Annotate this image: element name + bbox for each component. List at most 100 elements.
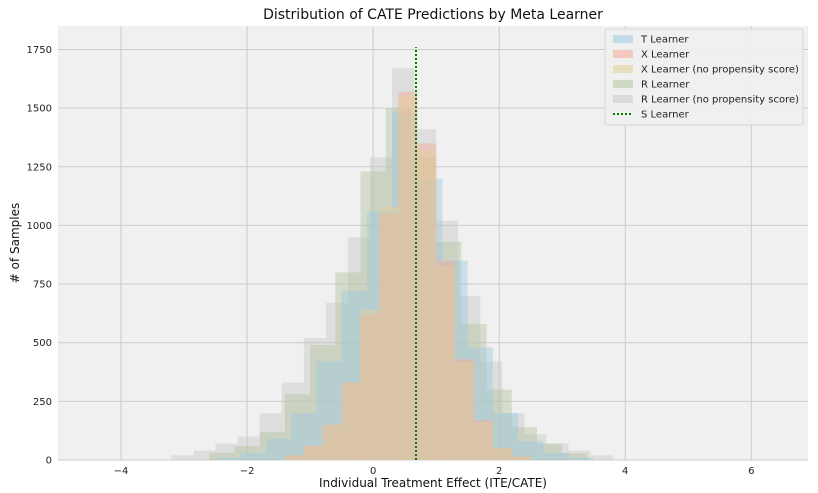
legend-label-s-learner: S Learner (641, 110, 690, 121)
r-learner-no-propensity-score-bar (193, 450, 216, 460)
t-learner-bar (518, 441, 544, 460)
r-learner-bar (385, 108, 411, 461)
x-tick-label: 0 (370, 466, 376, 477)
r-learner-no-propensity-score-bar (414, 129, 437, 460)
x-learner-no-propensity-score-bar (436, 265, 456, 460)
y-tick-label: 0 (46, 456, 52, 467)
r-learner-bar (259, 431, 285, 460)
t-learner-bar (240, 452, 266, 460)
x-learner-bar (511, 456, 531, 460)
x-learner-bar (455, 359, 474, 460)
r-learner-bar (486, 389, 512, 460)
r-learner-bar (310, 345, 336, 460)
y-tick-label: 750 (33, 280, 52, 291)
x-learner-bar (322, 424, 342, 460)
x-learner-no-propensity-score-bar (492, 448, 512, 460)
y-tick-label: 1500 (27, 104, 52, 115)
x-learner-no-propensity-score-bar (341, 382, 361, 460)
r-learner-no-propensity-score-bar (436, 220, 459, 460)
x-learner-bar (379, 213, 399, 460)
y-axis-label: # of Samples (8, 203, 22, 284)
r-learner-no-propensity-score-bar (392, 68, 415, 461)
x-learner-bar (417, 143, 437, 460)
x-axis-label: Individual Treatment Effect (ITE/CATE) (319, 476, 547, 490)
t-learner-bar (366, 211, 393, 460)
r-learner-no-propensity-score-bar (546, 443, 569, 460)
x-learner-no-propensity-score-bar (303, 445, 323, 460)
r-learner-no-propensity-score-bar (347, 237, 370, 460)
x-tick-label: −2 (240, 466, 255, 477)
x-learner-no-propensity-score-bar (417, 150, 437, 460)
legend-swatch-t-learner (613, 35, 633, 43)
r-learner-no-propensity-score-bar (259, 413, 282, 460)
r-learner-bar (536, 443, 563, 460)
legend-label-x-learner: X Learner (641, 50, 690, 61)
r-learner-no-propensity-score-bar (171, 455, 194, 460)
histogram-bars (171, 68, 613, 461)
y-tick-label: 1750 (27, 45, 52, 56)
x-learner-no-propensity-score-bar (360, 309, 380, 460)
legend-label-t-learner: T Learner (640, 35, 689, 46)
r-learner-no-propensity-score-bar (568, 450, 591, 460)
legend-swatch-x-learner (613, 50, 633, 58)
t-learner-bar (341, 291, 367, 460)
t-learner-bar (467, 347, 493, 460)
legend-label-r-learner-no-propensity-score: R Learner (no propensity score) (641, 95, 799, 106)
y-tick-label: 500 (33, 338, 52, 349)
x-learner-bar (360, 314, 380, 460)
legend: T Learner X Learner X Learner (no propensi… (604, 28, 804, 126)
x-learner-no-propensity-score-bar (455, 361, 474, 460)
t-learner-bar (392, 112, 418, 461)
r-learner-no-propensity-score-bar (524, 434, 547, 460)
t-learner-bar (417, 178, 443, 460)
r-learner-bar (436, 241, 462, 460)
t-learner-bar (265, 438, 292, 460)
r-learner-bar (209, 452, 235, 460)
r-learner-bar (284, 394, 311, 460)
r-learner-no-propensity-score-bar (281, 382, 304, 460)
x-learner-no-propensity-score-bar (379, 206, 399, 460)
legend-label-r-learner: R Learner (641, 80, 690, 91)
x-learner-bar (341, 382, 361, 460)
r-learner-bar (234, 445, 260, 460)
r-learner-no-propensity-score-bar (303, 338, 326, 460)
y-tick-label: 1250 (27, 162, 52, 173)
r-learner-no-propensity-score-bar (590, 455, 613, 460)
x-learner-no-propensity-score-bar (511, 456, 531, 460)
r-learner-bar (461, 323, 487, 460)
x-learner-bar (284, 455, 304, 460)
x-learner-no-propensity-score-bar (322, 424, 342, 460)
legend-swatch-r-learner (613, 80, 633, 88)
r-learner-no-propensity-score-bar (480, 361, 503, 460)
t-learner-bar (291, 413, 317, 460)
chart-title: Distribution of CATE Predictions by Meta… (263, 7, 603, 23)
x-learner-bar (303, 445, 323, 460)
y-tick-label: 250 (33, 397, 52, 408)
t-learner-bar (568, 457, 594, 460)
t-learner-bar (316, 361, 342, 460)
r-learner-no-propensity-score-bar (325, 302, 348, 460)
legend-swatch-r-learner-no-propensity-score (613, 95, 633, 103)
r-learner-no-propensity-score-bar (215, 443, 238, 460)
x-learner-bar (398, 91, 418, 460)
legend-swatch-x-learner-no-propensity-score (613, 65, 633, 73)
t-learner-bar (215, 457, 241, 460)
r-learner-bar (335, 272, 361, 460)
x-tick-label: 6 (748, 466, 754, 477)
r-learner-bar (511, 427, 537, 460)
x-learner-no-propensity-score-bar (473, 422, 493, 460)
x-tick-label: 2 (496, 466, 502, 477)
t-learner-bar (492, 413, 519, 460)
r-learner-bar (360, 171, 386, 460)
r-learner-no-propensity-score-bar (458, 295, 481, 460)
legend-box (604, 28, 804, 126)
x-learner-no-propensity-score-bar (398, 96, 418, 460)
y-tick-label: 1000 (27, 221, 52, 232)
r-learner-no-propensity-score-bar (369, 157, 393, 460)
t-learner-bar (442, 260, 468, 460)
x-tick-label: −4 (114, 466, 129, 477)
x-learner-bar (492, 448, 512, 460)
x-learner-bar (436, 260, 456, 460)
r-learner-no-propensity-score-bar (502, 413, 525, 460)
